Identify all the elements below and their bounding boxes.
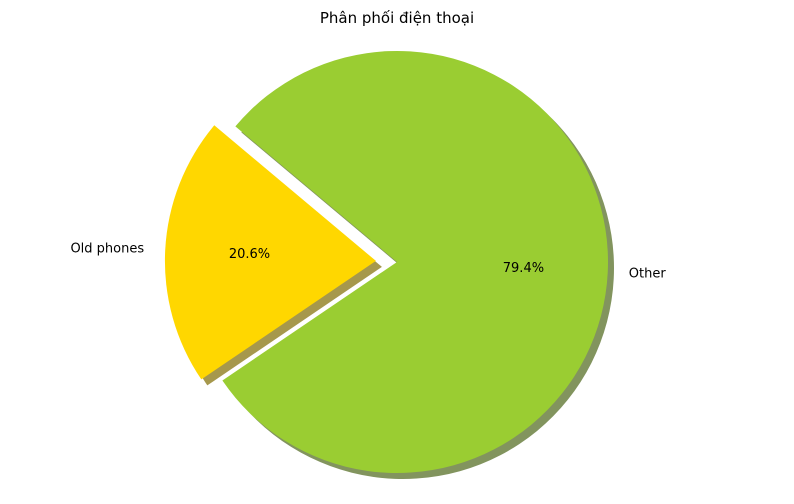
slice-percent-label: 20.6% — [229, 247, 270, 262]
slice-label: Old phones — [70, 242, 144, 257]
pie-labels: Old phones 20.6% Other 79.4% — [70, 242, 666, 282]
pie-slice — [222, 50, 608, 473]
slice-percent-label: 79.4% — [503, 261, 544, 276]
pie-slices — [164, 50, 608, 473]
pie-slice — [164, 125, 376, 380]
chart-title: Phân phối điện thoại — [320, 9, 474, 27]
slice-label: Other — [629, 266, 667, 281]
